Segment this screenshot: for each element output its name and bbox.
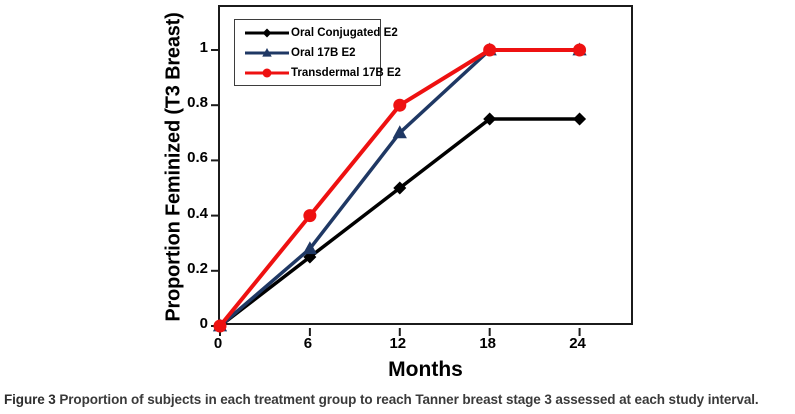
diamond-marker-icon [262,28,272,38]
circle-marker [573,43,587,57]
x-tick-label: 0 [213,335,223,352]
legend-item: Oral Conjugated E2 [244,23,398,43]
legend: Oral Conjugated E2 Oral 17B E2 Transdermal… [234,19,401,86]
diamond-marker [483,112,497,126]
figure-caption: Figure 3 Proportion of subjects in each … [4,392,759,407]
legend-item-label: Oral 17B E2 [291,47,356,59]
x-tick-label: 18 [479,335,497,352]
circle-marker-icon [245,68,289,78]
circle-marker [393,98,407,112]
x-tick-label: 6 [303,335,313,352]
diamond-marker-icon [245,28,289,38]
legend-item-label: Transdermal 17B E2 [291,67,401,79]
y-tick-label: 0.2 [187,259,208,277]
figure-caption-text: Proportion of subjects in each treatment… [59,392,759,407]
diamond-marker [393,181,407,195]
x-tick-label: 12 [389,335,407,352]
triangle-marker [392,125,407,139]
figure-caption-label: Figure 3 [4,392,56,407]
y-tick-label: 0.4 [187,204,208,222]
y-tick-label: 1 [199,39,208,56]
circle-marker [303,209,317,223]
triangle-marker [302,241,318,255]
x-axis-title: Months [388,358,463,381]
circle-marker [483,43,497,57]
circle-marker-icon [262,68,272,78]
triangle-marker-icon [262,48,272,57]
series-line-0 [218,117,580,328]
x-tick-label: 24 [569,335,586,352]
legend-item-label: Oral Conjugated E2 [291,27,398,39]
triangle-marker-icon [245,48,289,57]
y-tick-label: 0 [199,315,208,332]
legend-item: Transdermal 17B E2 [244,63,401,83]
y-tick-label: 0.8 [187,94,208,112]
plot-svg [211,42,587,336]
legend-item: Oral 17B E2 [244,43,380,63]
plot-area: Oral Conjugated E2 Oral 17B E2 Transdermal… [211,5,633,336]
y-tick-label: 0.6 [187,149,208,167]
diamond-marker [573,112,587,126]
circle-marker [213,319,227,333]
